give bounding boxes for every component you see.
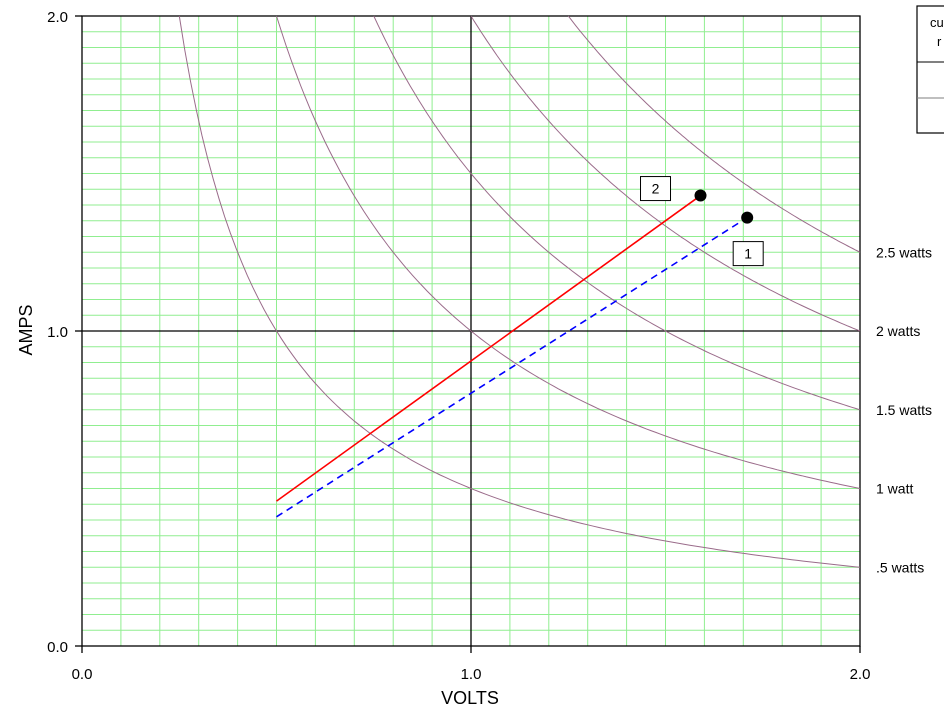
- series-tag-box-1: [732, 241, 764, 267]
- power-curve-label: 2.5 watts: [876, 244, 932, 260]
- x-tick-label: 2.0: [850, 666, 871, 683]
- series-tag-2: 2: [652, 181, 660, 197]
- series-tag-1: 1: [744, 246, 752, 262]
- series-endpoint-2: [694, 189, 707, 202]
- power-curve-label: 2 watts: [876, 323, 920, 339]
- power-curve: [373, 15, 861, 411]
- power-curve-label: .5 watts: [876, 559, 924, 575]
- series-line-1: [276, 216, 748, 518]
- power-curve: [470, 15, 861, 332]
- series-layer: 12: [276, 176, 764, 518]
- y-tick-label: 2.0: [47, 9, 68, 26]
- series-endpoint-1: [741, 211, 754, 224]
- x-tick-label: 0.0: [72, 666, 93, 683]
- y-tick-label: 0.0: [47, 639, 68, 656]
- ticks-layer: 0.0 1.0 2.0 0.0 1.0 2.0: [47, 9, 870, 683]
- power-curve: [567, 15, 861, 253]
- power-curve: [276, 15, 861, 489]
- legend-header-line-1: cu: [930, 15, 944, 30]
- power-curves: .5 watts 1 watt 1.5 watts 2 watts 2.5 watts: [178, 15, 932, 575]
- series-line-2: [276, 194, 701, 502]
- x-tick-label: 1.0: [461, 666, 482, 683]
- power-curve-label: 1 watt: [876, 481, 913, 497]
- legend-box: cu r: [916, 5, 944, 134]
- legend-frame: [916, 5, 944, 134]
- x-axis-label: VOLTS: [441, 688, 499, 708]
- legend-header-line-2: r: [937, 34, 942, 49]
- y-tick-label: 1.0: [47, 324, 68, 341]
- power-curve-label: 1.5 watts: [876, 402, 932, 418]
- power-curve: [178, 15, 861, 568]
- y-axis-label: AMPS: [16, 304, 36, 355]
- series-tag-box-2: [640, 176, 672, 202]
